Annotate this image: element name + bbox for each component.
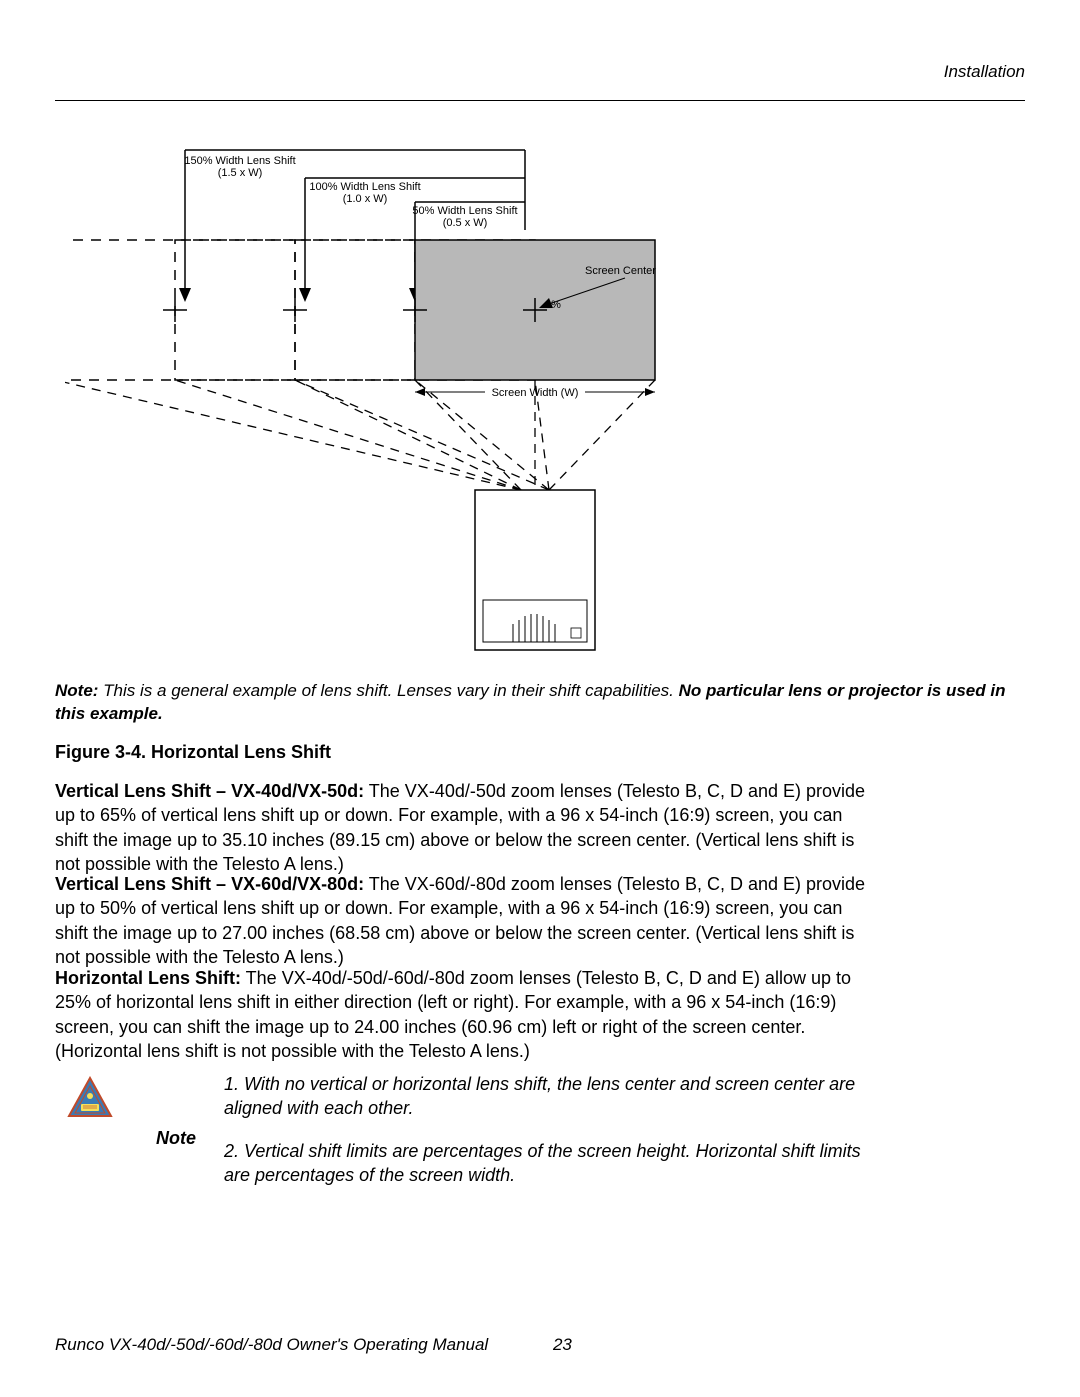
note-icon bbox=[67, 1076, 113, 1118]
para1-bold: Vertical Lens Shift – VX-40d/VX-50d: bbox=[55, 781, 364, 801]
para3-bold: Horizontal Lens Shift: bbox=[55, 968, 241, 988]
label-100-a: 100% Width Lens Shift bbox=[309, 181, 420, 193]
figure-title: Figure 3-4. Horizontal Lens Shift bbox=[55, 742, 331, 763]
para-horizontal: Horizontal Lens Shift: The VX-40d/-50d/-… bbox=[55, 966, 880, 1063]
note-row: Note 1. With no vertical or horizontal l… bbox=[60, 1072, 880, 1205]
label-150-a: 150% Width Lens Shift bbox=[184, 155, 295, 167]
para2-bold: Vertical Lens Shift – VX-60d/VX-80d: bbox=[55, 874, 364, 894]
note-item-2: 2. Vertical shift limits are percentages… bbox=[224, 1139, 880, 1188]
para-vertical-4050: Vertical Lens Shift – VX-40d/VX-50d: The… bbox=[55, 779, 880, 876]
note-label: Note bbox=[156, 1128, 196, 1149]
lens-shift-diagram: 150% Width Lens Shift (1.5 x W) 100% Wid… bbox=[65, 130, 1005, 670]
header-section: Installation bbox=[944, 62, 1025, 82]
note-list: 1. With no vertical or horizontal lens s… bbox=[224, 1072, 880, 1205]
para-vertical-6080: Vertical Lens Shift – VX-60d/VX-80d: The… bbox=[55, 872, 880, 969]
header-rule bbox=[55, 100, 1025, 101]
label-screen-center: Screen Center bbox=[585, 265, 656, 277]
label-zero: 0% bbox=[545, 299, 561, 311]
diagram-note: Note: This is a general example of lens … bbox=[55, 680, 1025, 726]
footer-page: 23 bbox=[553, 1335, 572, 1354]
label-50-b: (0.5 x W) bbox=[443, 217, 488, 229]
note-item-1: 1. With no vertical or horizontal lens s… bbox=[224, 1072, 880, 1121]
label-50-a: 50% Width Lens Shift bbox=[412, 205, 517, 217]
note-prefix: Note: bbox=[55, 681, 98, 700]
footer-manual: Runco VX-40d/-50d/-60d/-80d Owner's Oper… bbox=[55, 1335, 488, 1354]
label-100-b: (1.0 x W) bbox=[343, 193, 388, 205]
note-body-a: This is a general example of lens shift.… bbox=[98, 681, 678, 700]
label-150-b: (1.5 x W) bbox=[218, 167, 263, 179]
footer: Runco VX-40d/-50d/-60d/-80d Owner's Oper… bbox=[55, 1335, 1025, 1355]
